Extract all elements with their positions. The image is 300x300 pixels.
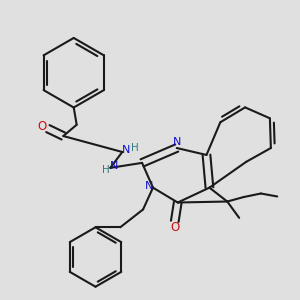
Text: N: N (145, 181, 154, 191)
Text: O: O (170, 221, 180, 234)
Text: N: N (122, 146, 130, 155)
Text: H: H (131, 142, 139, 152)
Text: N: N (172, 137, 181, 147)
Text: N: N (110, 161, 118, 171)
Text: H: H (102, 165, 110, 175)
Text: O: O (37, 120, 46, 133)
